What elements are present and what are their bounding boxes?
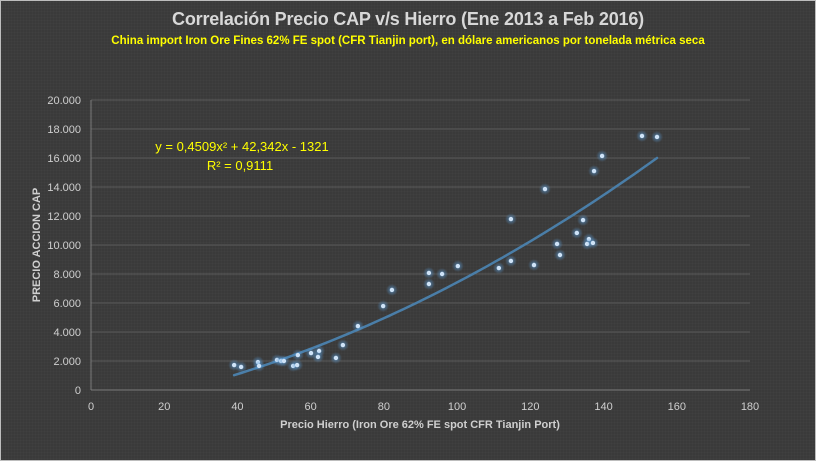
data-point-marker (426, 281, 432, 287)
data-point (651, 130, 664, 143)
data-point (291, 359, 304, 372)
data-point-marker (315, 354, 321, 360)
data-point (291, 349, 304, 362)
y-tick-label: 20.000 (47, 95, 81, 107)
axes (90, 100, 750, 391)
trendline (232, 156, 659, 377)
x-tick-label: 120 (521, 401, 539, 413)
x-tick-label: 80 (378, 401, 390, 413)
data-point (451, 260, 464, 273)
data-point (436, 268, 449, 280)
data-point-marker (295, 352, 301, 358)
data-point (253, 359, 266, 372)
y-tick-label: 10.000 (47, 240, 81, 252)
x-tick-label: 160 (668, 401, 686, 413)
data-point (492, 262, 505, 275)
data-point-marker (574, 230, 580, 236)
y-tick-label: 4.000 (53, 327, 81, 339)
data-point-marker (389, 287, 395, 293)
data-point-marker (654, 134, 660, 140)
data-point (351, 320, 364, 333)
data-point (504, 213, 517, 226)
data-point-marker (508, 258, 514, 264)
data-point-marker (599, 153, 605, 159)
y-tick-label: 0 (75, 385, 81, 397)
data-point (538, 183, 551, 196)
y-tick-label: 2.000 (53, 356, 81, 368)
x-tick-label: 20 (158, 401, 170, 413)
data-point (596, 149, 609, 162)
data-point (385, 283, 398, 296)
data-point-marker (380, 303, 386, 309)
data-point (551, 237, 564, 250)
y-axis-title: PRECIO ACCION CAP (31, 188, 43, 303)
y-tick-label: 18.000 (47, 124, 81, 136)
data-point-marker (439, 271, 445, 277)
y-axis-ticks: 0 2.000 4.000 6.000 8.000 10.000 12.000 14.000 1… (47, 95, 81, 397)
data-point-marker (294, 362, 300, 368)
data-point (586, 236, 599, 249)
data-point-marker (355, 323, 361, 329)
data-point-marker (591, 168, 597, 174)
y-tick-label: 16.000 (47, 153, 81, 165)
x-tick-label: 180 (741, 401, 759, 413)
data-point (377, 300, 390, 313)
data-point (635, 129, 648, 142)
data-point-marker (426, 270, 432, 276)
trendline-r2: R² = 0,9111 (207, 158, 273, 173)
data-point-marker (281, 358, 287, 364)
data-points (228, 129, 664, 373)
data-point (422, 266, 435, 279)
y-tick-label: 12.000 (47, 211, 81, 223)
data-point (277, 355, 290, 367)
chart-subtitle: China import Iron Ore Fines 62% FE spot … (111, 35, 705, 47)
data-point-marker (531, 262, 537, 268)
y-tick-label: 14.000 (47, 182, 81, 194)
data-point (527, 259, 540, 272)
data-point-marker (308, 350, 314, 356)
x-axis-title: Precio Hierro (Iron Ore 62% FE spot CFR … (280, 419, 560, 431)
trendline-equation: y = 0,4509x² + 42,342x - 1321 (155, 139, 328, 154)
data-point (570, 226, 583, 239)
data-point (504, 254, 517, 267)
gridlines (91, 99, 750, 362)
y-tick-label: 8.000 (53, 269, 81, 281)
data-point (588, 165, 601, 178)
data-point (329, 351, 342, 364)
x-tick-label: 40 (231, 401, 243, 413)
data-point-marker (333, 355, 339, 361)
data-point (422, 278, 435, 291)
y-tick-label: 6.000 (53, 298, 81, 310)
data-point-marker (340, 342, 346, 348)
data-point-marker (542, 186, 548, 192)
chart-title: Correlación Precio CAP v/s Hierro (Ene 2… (172, 9, 644, 29)
data-point-marker (590, 240, 596, 246)
data-point-marker (455, 263, 461, 269)
x-tick-label: 0 (88, 401, 94, 413)
data-point-marker (580, 217, 586, 223)
x-tick-label: 100 (448, 401, 466, 413)
data-point-marker (256, 363, 262, 369)
data-point-marker (238, 364, 244, 370)
data-point-marker (496, 265, 502, 271)
data-point (235, 360, 248, 373)
data-point (577, 214, 590, 227)
x-axis-ticks: 0 20 40 60 80 100 120 140 160 180 (88, 401, 759, 413)
data-point-marker (554, 241, 560, 247)
data-point (311, 350, 324, 363)
data-point (553, 249, 566, 262)
data-point-marker (557, 252, 563, 258)
x-tick-label: 140 (594, 401, 612, 413)
x-tick-label: 60 (305, 401, 317, 413)
data-point-marker (508, 216, 514, 222)
data-point (336, 339, 349, 352)
data-point-marker (639, 133, 645, 139)
